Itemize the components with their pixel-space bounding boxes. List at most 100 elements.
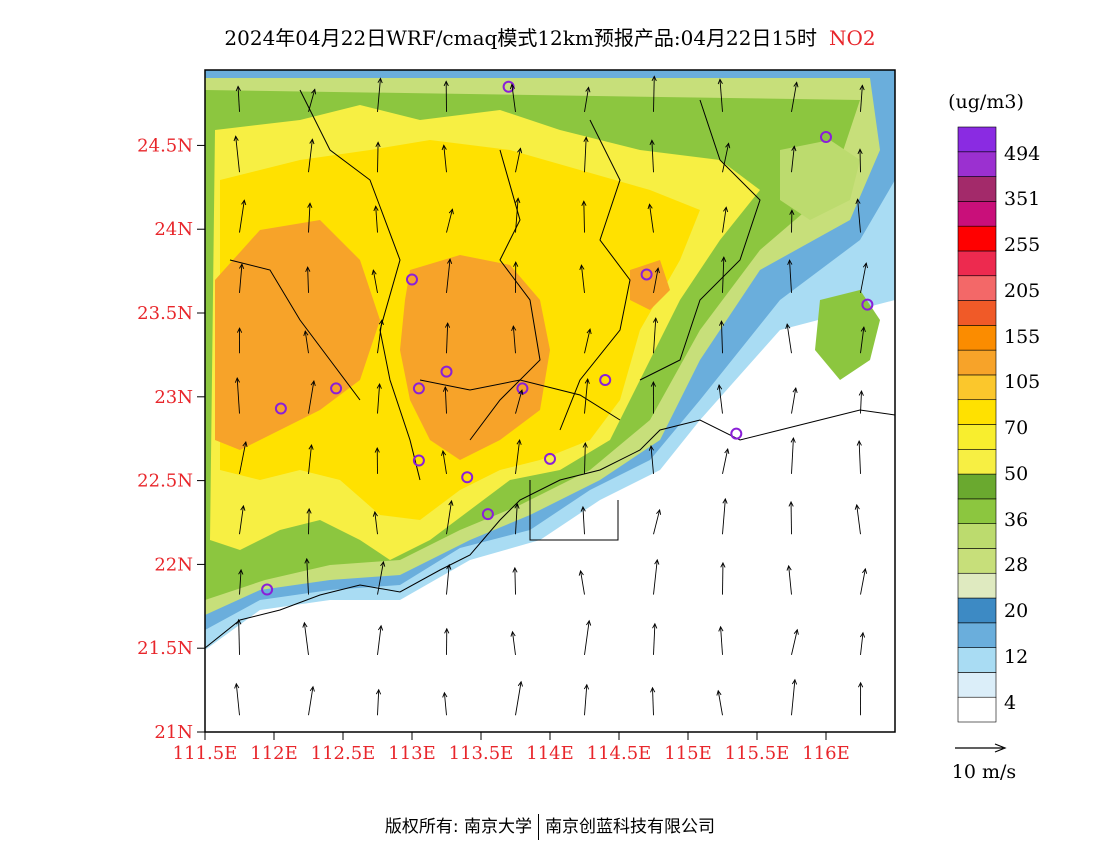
- wind-arrowhead: [580, 505, 586, 512]
- wind-arrow: [308, 380, 315, 414]
- wind-arrow: [722, 448, 729, 474]
- wind-arrow: [444, 387, 447, 414]
- wind-arrow: [443, 692, 447, 716]
- lat-tick-label: 24.5N: [137, 135, 193, 156]
- wind-arrowhead: [792, 387, 798, 393]
- colorbar-swatch: [957, 176, 997, 202]
- colorbar-swatch: [957, 151, 997, 177]
- wind-arrowhead: [785, 323, 791, 330]
- wind-arrow: [307, 267, 309, 293]
- wind-arrow: [718, 385, 723, 414]
- wind-arrowhead: [652, 622, 658, 629]
- wind-arrowhead: [793, 81, 799, 88]
- wind-arrowhead: [509, 83, 515, 90]
- colorbar-label: 105: [1004, 371, 1040, 393]
- city-marker: [730, 427, 743, 440]
- wind-arrowhead: [719, 320, 725, 326]
- wind-arrowhead: [724, 447, 730, 454]
- colorbar-label: 50: [1004, 463, 1028, 485]
- colorbar-label: 70: [1004, 417, 1028, 439]
- wind-arrowhead: [517, 680, 523, 687]
- no2-field: [205, 70, 895, 732]
- city-marker: [481, 508, 494, 521]
- wind-arrowhead: [513, 261, 519, 267]
- wind-arrow: [651, 140, 654, 173]
- lon-tick-label: 115E: [664, 743, 712, 764]
- colorbar-swatch: [957, 622, 997, 648]
- wind-arrow: [584, 684, 588, 716]
- vector-key: 10 m/s: [952, 743, 1016, 783]
- wind-arrowhead: [650, 381, 656, 387]
- wind-arrowhead: [511, 325, 517, 331]
- wind-arrow: [515, 148, 521, 173]
- wind-arrow: [859, 149, 861, 173]
- colorbar-swatch: [957, 250, 997, 277]
- wind-arrow: [377, 561, 384, 595]
- wind-vectors: [233, 75, 868, 716]
- wind-arrow: [584, 379, 589, 414]
- wind-arrowhead: [442, 386, 449, 392]
- wind-arrowhead: [238, 568, 244, 575]
- colorbar-swatch: [957, 572, 997, 599]
- lon-tick-label: 112E: [250, 743, 298, 764]
- wind-arrow: [375, 206, 378, 233]
- wind-arrowhead: [239, 263, 245, 270]
- wind-arrowhead: [583, 136, 589, 143]
- wind-arrowhead: [448, 208, 454, 215]
- wind-arrow: [791, 679, 796, 716]
- wind-arrowhead: [858, 390, 864, 396]
- city-marker: [406, 273, 418, 286]
- wind-arrowhead: [585, 86, 591, 93]
- colorbar-swatch: [957, 225, 997, 252]
- colorbar-label: 351: [1004, 188, 1040, 210]
- wind-arrow: [512, 631, 516, 655]
- wind-arrow: [377, 78, 381, 112]
- wind-arrowhead: [242, 440, 248, 447]
- colorbar-swatch: [957, 448, 997, 475]
- wind-arrow: [650, 445, 654, 474]
- wind-arrow: [308, 508, 310, 535]
- latitude-axis: 24.5N 24N 23.5N 23N 22.5N 22N 21.5N 21N: [137, 135, 205, 743]
- wind-arrow: [653, 509, 661, 535]
- wind-arrow: [717, 690, 723, 716]
- lat-tick-label: 21.5N: [137, 638, 193, 659]
- colorbar-label: 4: [1004, 692, 1016, 714]
- wind-arrowhead: [786, 564, 792, 571]
- wind-arrowhead: [790, 436, 796, 443]
- colorbar-swatch: [957, 647, 997, 673]
- wind-arrow: [377, 384, 381, 414]
- city-marker: [544, 452, 556, 465]
- wind-arrowhead: [372, 510, 378, 517]
- footer-separator: [538, 814, 540, 840]
- wind-arrow: [515, 439, 521, 474]
- wind-arrow: [858, 440, 861, 474]
- wind-arrowhead: [236, 327, 243, 333]
- colorbar-label: 205: [1004, 280, 1040, 302]
- wind-arrow: [791, 387, 797, 414]
- wind-arrow: [653, 268, 659, 293]
- wind-arrow: [653, 76, 655, 112]
- wind-arrow: [860, 263, 867, 293]
- wind-arrow: [653, 623, 656, 655]
- wind-arrowhead: [306, 507, 312, 514]
- wind-arrow: [514, 567, 516, 595]
- wind-arrowhead: [586, 619, 592, 626]
- wind-arrow: [236, 378, 240, 414]
- wind-arrowhead: [716, 689, 722, 696]
- wind-arrow: [512, 326, 516, 354]
- colorbar-swatch: [957, 597, 997, 624]
- wind-arrowhead: [652, 317, 659, 323]
- wind-arrowhead: [586, 328, 592, 335]
- colorbar-swatch: [957, 126, 997, 153]
- wind-arrowhead: [374, 446, 380, 453]
- wind-arrow: [239, 569, 242, 595]
- wind-arrowhead: [378, 319, 384, 326]
- wind-arrow: [446, 259, 451, 293]
- wind-arrowhead: [236, 618, 242, 625]
- wind-arrow: [515, 681, 522, 716]
- wind-arrowhead: [793, 628, 799, 635]
- wind-arrow: [308, 444, 312, 474]
- wind-arrow: [789, 260, 792, 293]
- wind-arrow: [374, 511, 378, 535]
